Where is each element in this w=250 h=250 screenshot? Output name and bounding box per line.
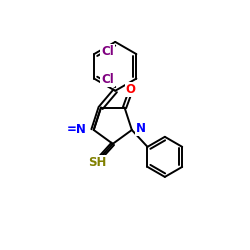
Text: O: O (126, 83, 136, 96)
Text: Cl: Cl (101, 45, 114, 58)
Text: =N: =N (67, 124, 87, 136)
Text: Cl: Cl (101, 73, 114, 86)
Text: SH: SH (88, 156, 106, 169)
Text: N: N (136, 122, 146, 135)
